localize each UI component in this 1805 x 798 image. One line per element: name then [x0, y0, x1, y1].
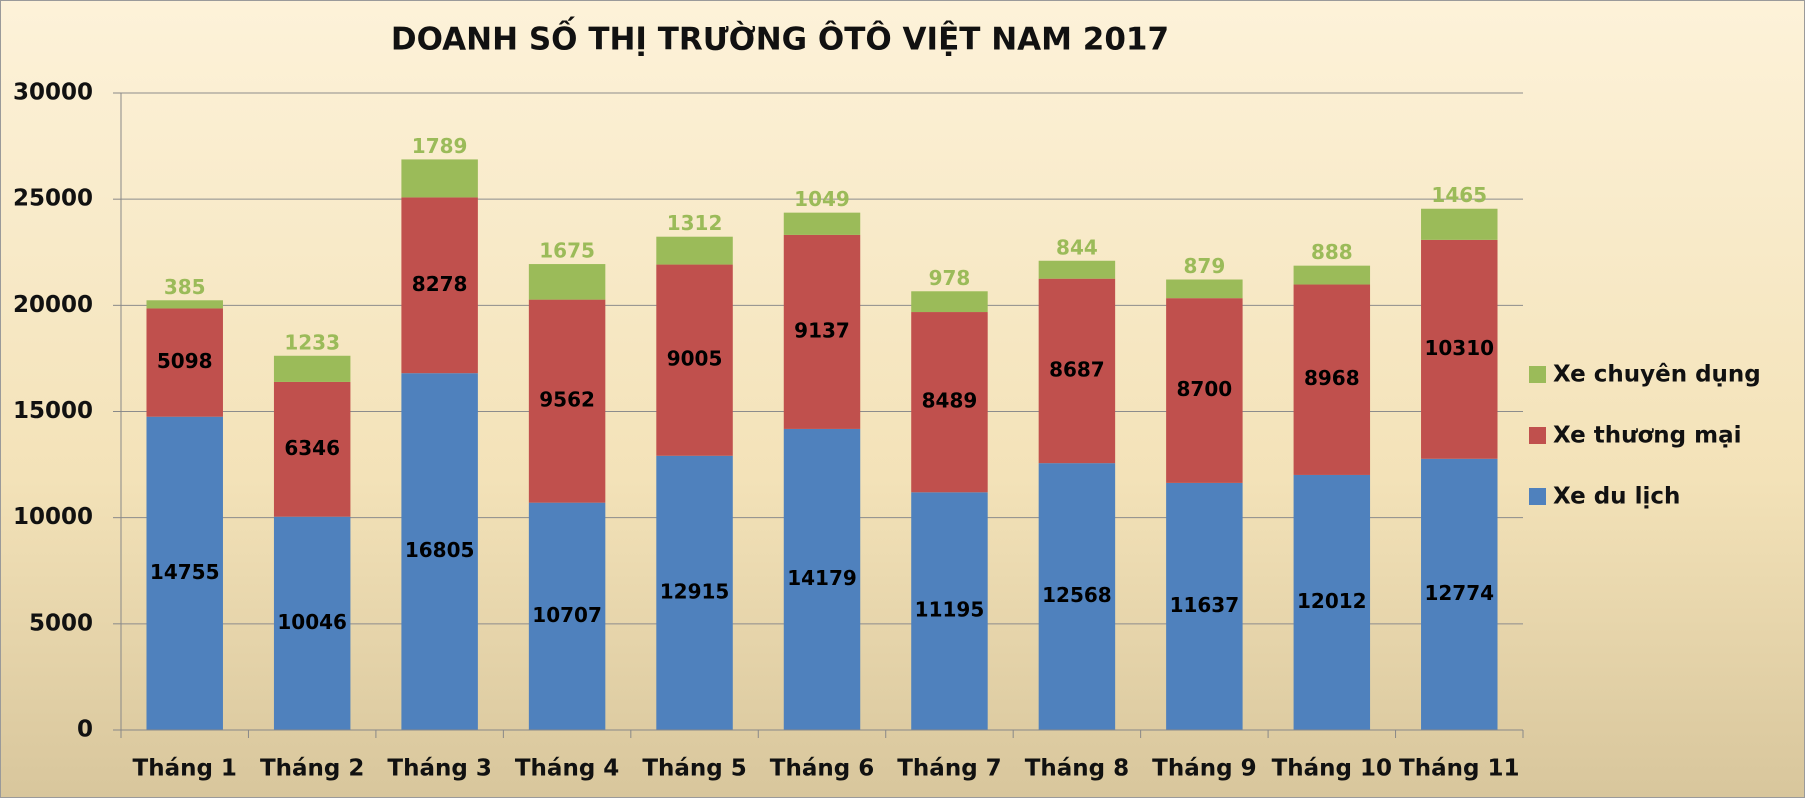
bar-segment: [1421, 208, 1498, 240]
bar-segment: [528, 299, 606, 503]
value-label: 11637: [1170, 593, 1240, 617]
legend-label: Xe thương mại: [1553, 423, 1741, 449]
value-label: 9137: [794, 318, 850, 342]
x-tick-label: Tháng 4: [515, 756, 619, 782]
value-label: 888: [1311, 240, 1353, 264]
bar-segment: [783, 212, 861, 235]
bar-segment: [146, 416, 223, 730]
bar-segment: [911, 291, 988, 313]
x-tick-label: Tháng 11: [1399, 756, 1519, 782]
bar-segment: [1293, 474, 1371, 730]
value-label: 12774: [1424, 581, 1494, 605]
bar-segment: [1421, 458, 1498, 730]
x-tick-label: Tháng 10: [1272, 756, 1392, 782]
legend-swatch: [1529, 427, 1546, 444]
value-label: 1049: [794, 187, 850, 211]
bar-segment: [783, 234, 861, 429]
value-label: 14179: [787, 566, 857, 590]
value-label: 1675: [539, 239, 595, 263]
bar-segment: [1166, 298, 1243, 483]
value-label: 9005: [667, 347, 723, 371]
y-tick-label: 10000: [13, 504, 93, 530]
legend-label: Xe chuyên dụng: [1553, 362, 1761, 388]
x-tick-label: Tháng 7: [897, 756, 1001, 782]
bar-segment: [273, 381, 351, 517]
bar-segment: [656, 455, 733, 730]
y-tick-label: 15000: [13, 398, 93, 424]
bar-segment: [401, 197, 478, 374]
bar-segment: [1038, 463, 1116, 730]
value-label: 12012: [1297, 589, 1367, 613]
value-label: 8700: [1177, 377, 1233, 401]
bar-segment: [1038, 260, 1116, 279]
legend-swatch: [1529, 366, 1546, 383]
bar-segment: [656, 236, 733, 265]
bar-segment: [273, 355, 351, 382]
value-label: 14755: [150, 560, 220, 584]
value-label: 844: [1056, 235, 1098, 259]
bar-segment: [783, 428, 861, 730]
bar-segment: [528, 264, 606, 300]
value-label: 978: [929, 266, 971, 290]
bar-segment: [528, 502, 606, 730]
bar-segment: [146, 308, 223, 417]
value-label: 12915: [660, 579, 730, 603]
value-label: 10046: [277, 610, 347, 634]
bar-segment: [1166, 279, 1243, 299]
value-label: 16805: [405, 538, 475, 562]
bar-segment: [1038, 278, 1116, 464]
x-tick-label: Tháng 6: [770, 756, 874, 782]
bar-segment: [1166, 482, 1243, 730]
bar-segment: [273, 516, 351, 730]
x-tick-label: Tháng 8: [1025, 756, 1129, 782]
bar-segment: [1293, 265, 1371, 285]
bar-segment: [656, 264, 733, 456]
chart-title: DOANH SỐ THỊ TRƯỜNG ÔTÔ VIỆT NAM 2017: [391, 17, 1169, 58]
value-label: 8278: [412, 272, 468, 296]
bar-segment: [146, 300, 223, 309]
value-label: 12568: [1042, 583, 1112, 607]
x-tick-label: Tháng 1: [133, 756, 237, 782]
value-label: 1312: [667, 211, 723, 235]
y-tick-label: 5000: [29, 610, 93, 636]
bar-segment: [401, 159, 478, 198]
value-label: 1789: [412, 134, 468, 158]
value-label: 1233: [284, 330, 340, 354]
value-label: 8489: [922, 389, 978, 413]
value-label: 8687: [1049, 357, 1105, 381]
value-label: 11195: [915, 598, 985, 622]
y-tick-label: 30000: [13, 80, 93, 106]
legend-swatch: [1529, 488, 1546, 505]
value-label: 8968: [1304, 366, 1360, 390]
x-tick-label: Tháng 5: [642, 756, 746, 782]
y-tick-label: 25000: [13, 186, 93, 212]
value-label: 9562: [539, 388, 595, 412]
bar-segment: [911, 312, 988, 493]
bar-segment: [401, 373, 478, 730]
value-label: 10707: [532, 603, 602, 627]
x-tick-label: Tháng 3: [387, 756, 491, 782]
bar-segment: [1421, 239, 1498, 459]
x-tick-label: Tháng 9: [1152, 756, 1256, 782]
value-label: 1465: [1431, 183, 1487, 207]
y-tick-label: 20000: [13, 292, 93, 318]
value-label: 5098: [157, 349, 213, 373]
bar-segment: [1293, 284, 1371, 475]
y-tick-label: 0: [77, 717, 93, 743]
x-tick-label: Tháng 2: [260, 756, 364, 782]
value-label: 10310: [1424, 336, 1494, 360]
legend-label: Xe du lịch: [1553, 484, 1680, 510]
value-label: 879: [1183, 254, 1225, 278]
value-label: 6346: [284, 436, 340, 460]
value-label: 385: [164, 275, 206, 299]
bar-segment: [911, 492, 988, 730]
